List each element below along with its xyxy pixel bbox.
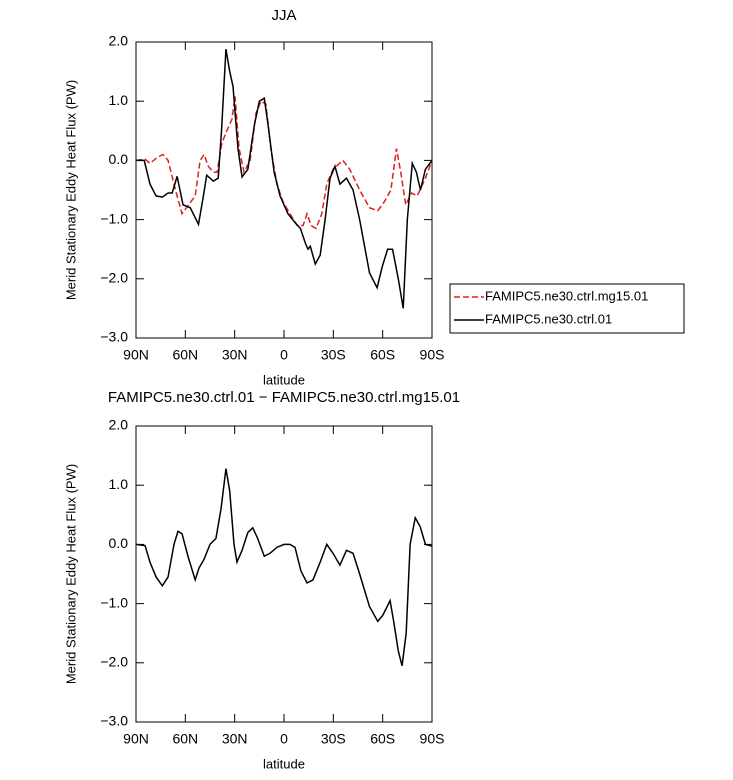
x-tick-label: 30N bbox=[222, 347, 248, 363]
y-tick-label: −1.0 bbox=[100, 594, 128, 610]
legend-box bbox=[449, 283, 685, 334]
series-line bbox=[135, 96, 433, 230]
y-tick-label: 1.0 bbox=[109, 92, 129, 108]
y-tick-label: 1.0 bbox=[109, 476, 129, 492]
x-tick-label: 90S bbox=[420, 347, 445, 363]
x-tick-label: 30N bbox=[222, 731, 248, 747]
x-tick-label: 0 bbox=[280, 731, 288, 747]
y-tick-label: 2.0 bbox=[109, 33, 129, 49]
y-tick-label: −3.0 bbox=[100, 713, 128, 729]
x-tick-label: 60N bbox=[172, 731, 198, 747]
legend-label: FAMIPC5.ne30.ctrl.mg15.01 bbox=[485, 288, 648, 303]
chart-title: FAMIPC5.ne30.ctrl.01 − FAMIPC5.ne30.ctrl… bbox=[108, 389, 460, 406]
y-axis-label: Merid Stationary Eddy Heat Flux (PW) bbox=[63, 464, 78, 684]
y-tick-label: −3.0 bbox=[100, 329, 128, 345]
plot-frame bbox=[135, 41, 433, 339]
x-tick-label: 90N bbox=[123, 731, 149, 747]
legend-label: FAMIPC5.ne30.ctrl.01 bbox=[485, 311, 612, 326]
y-tick-label: 2.0 bbox=[109, 417, 129, 433]
x-axis-label: latitude bbox=[263, 372, 305, 387]
panel: JJA latitude Merid Stationary Eddy Heat Fl… bbox=[63, 7, 444, 387]
x-tick-label: 30S bbox=[321, 731, 346, 747]
legend: FAMIPC5.ne30.ctrl.mg15.01 FAMIPC5.ne30.ct… bbox=[449, 283, 685, 334]
x-tick-label: 90S bbox=[420, 731, 445, 747]
x-tick-label: 60S bbox=[370, 731, 395, 747]
panel: FAMIPC5.ne30.ctrl.01 − FAMIPC5.ne30.ctrl… bbox=[63, 389, 460, 771]
series-line bbox=[136, 48, 433, 309]
y-tick-label: −2.0 bbox=[100, 270, 128, 286]
plot-frame bbox=[135, 425, 433, 723]
x-tick-label: 30S bbox=[321, 347, 346, 363]
x-tick-label: 90N bbox=[123, 347, 149, 363]
y-tick-label: −2.0 bbox=[100, 654, 128, 670]
chart-title: JJA bbox=[271, 7, 296, 24]
x-axis-label: latitude bbox=[263, 756, 305, 771]
y-axis-label: Merid Stationary Eddy Heat Flux (PW) bbox=[63, 80, 78, 300]
x-tick-label: 0 bbox=[280, 347, 288, 363]
x-tick-label: 60S bbox=[370, 347, 395, 363]
series-line bbox=[135, 468, 433, 666]
y-tick-label: 0.0 bbox=[109, 535, 129, 551]
y-tick-label: −1.0 bbox=[100, 210, 128, 226]
x-tick-label: 60N bbox=[172, 347, 198, 363]
y-tick-label: 0.0 bbox=[109, 151, 129, 167]
